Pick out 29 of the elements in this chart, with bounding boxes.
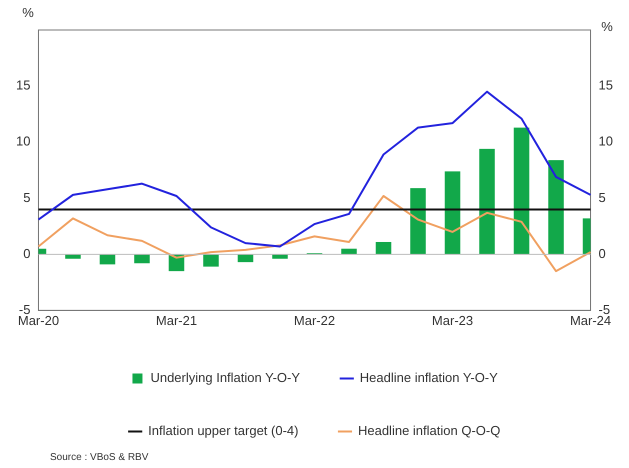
bar [341,248,357,254]
bar [238,254,254,262]
y2-tick-label: 15 [598,78,614,93]
y-tick-label: 0 [23,246,30,261]
y-axis-title: % [22,5,34,20]
x-tick-label: Mar-23 [432,312,474,328]
bar [514,128,530,254]
source-note: Source : VBoS & RBV [50,452,149,463]
y-tick-label: 15 [16,78,30,93]
bar [100,254,116,264]
bar [548,160,564,254]
x-tick-label: Mar-21 [156,312,198,328]
y2-tick-label: 5 [598,190,606,205]
legend-label: Headline inflation Y-O-Y [360,370,498,386]
y-tick-label: 10 [16,134,30,149]
y2-axis-title: % [601,19,614,34]
bar [444,171,460,254]
bar [203,254,219,267]
legend-label: Headline inflation Q-O-Q [358,423,500,438]
legend-label: Inflation upper target (0-4) [148,423,298,438]
bar [410,188,426,254]
y-tick-label: 5 [23,190,30,205]
x-tick-label: Mar-22 [294,312,336,328]
bar [376,242,392,254]
bar [479,148,495,254]
y2-tick-label: 10 [598,134,614,149]
bar [134,254,150,264]
legend-label: Underlying Inflation Y-O-Y [150,370,300,386]
y2-tick-label: 0 [598,246,606,261]
